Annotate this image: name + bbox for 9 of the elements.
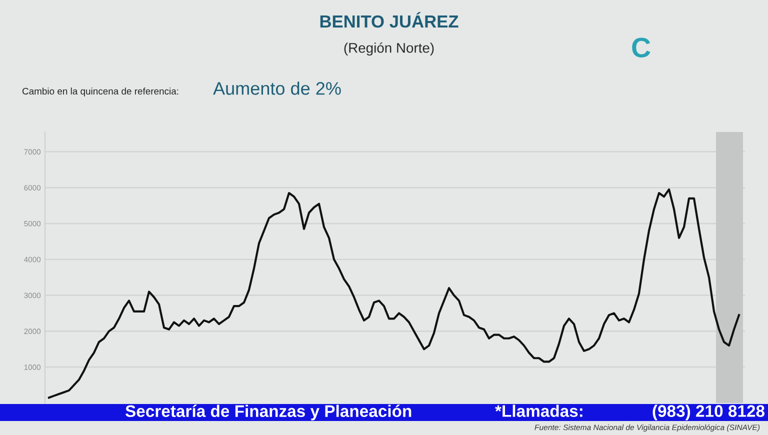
chart-title: BENITO JUÁREZ xyxy=(320,12,458,28)
text: (983) 210 8128 xyxy=(652,404,764,420)
text: *Llamadas: xyxy=(495,404,582,417)
chart-subtitle: (Región Norte) xyxy=(344,42,434,56)
text: Secretaría de Finanzas y Planeación xyxy=(125,404,412,420)
text: C xyxy=(632,38,650,58)
text: Aumento de 2% xyxy=(213,82,341,95)
line-series xyxy=(48,188,740,399)
text: Cambio en la quincena de referencia: xyxy=(22,88,178,96)
